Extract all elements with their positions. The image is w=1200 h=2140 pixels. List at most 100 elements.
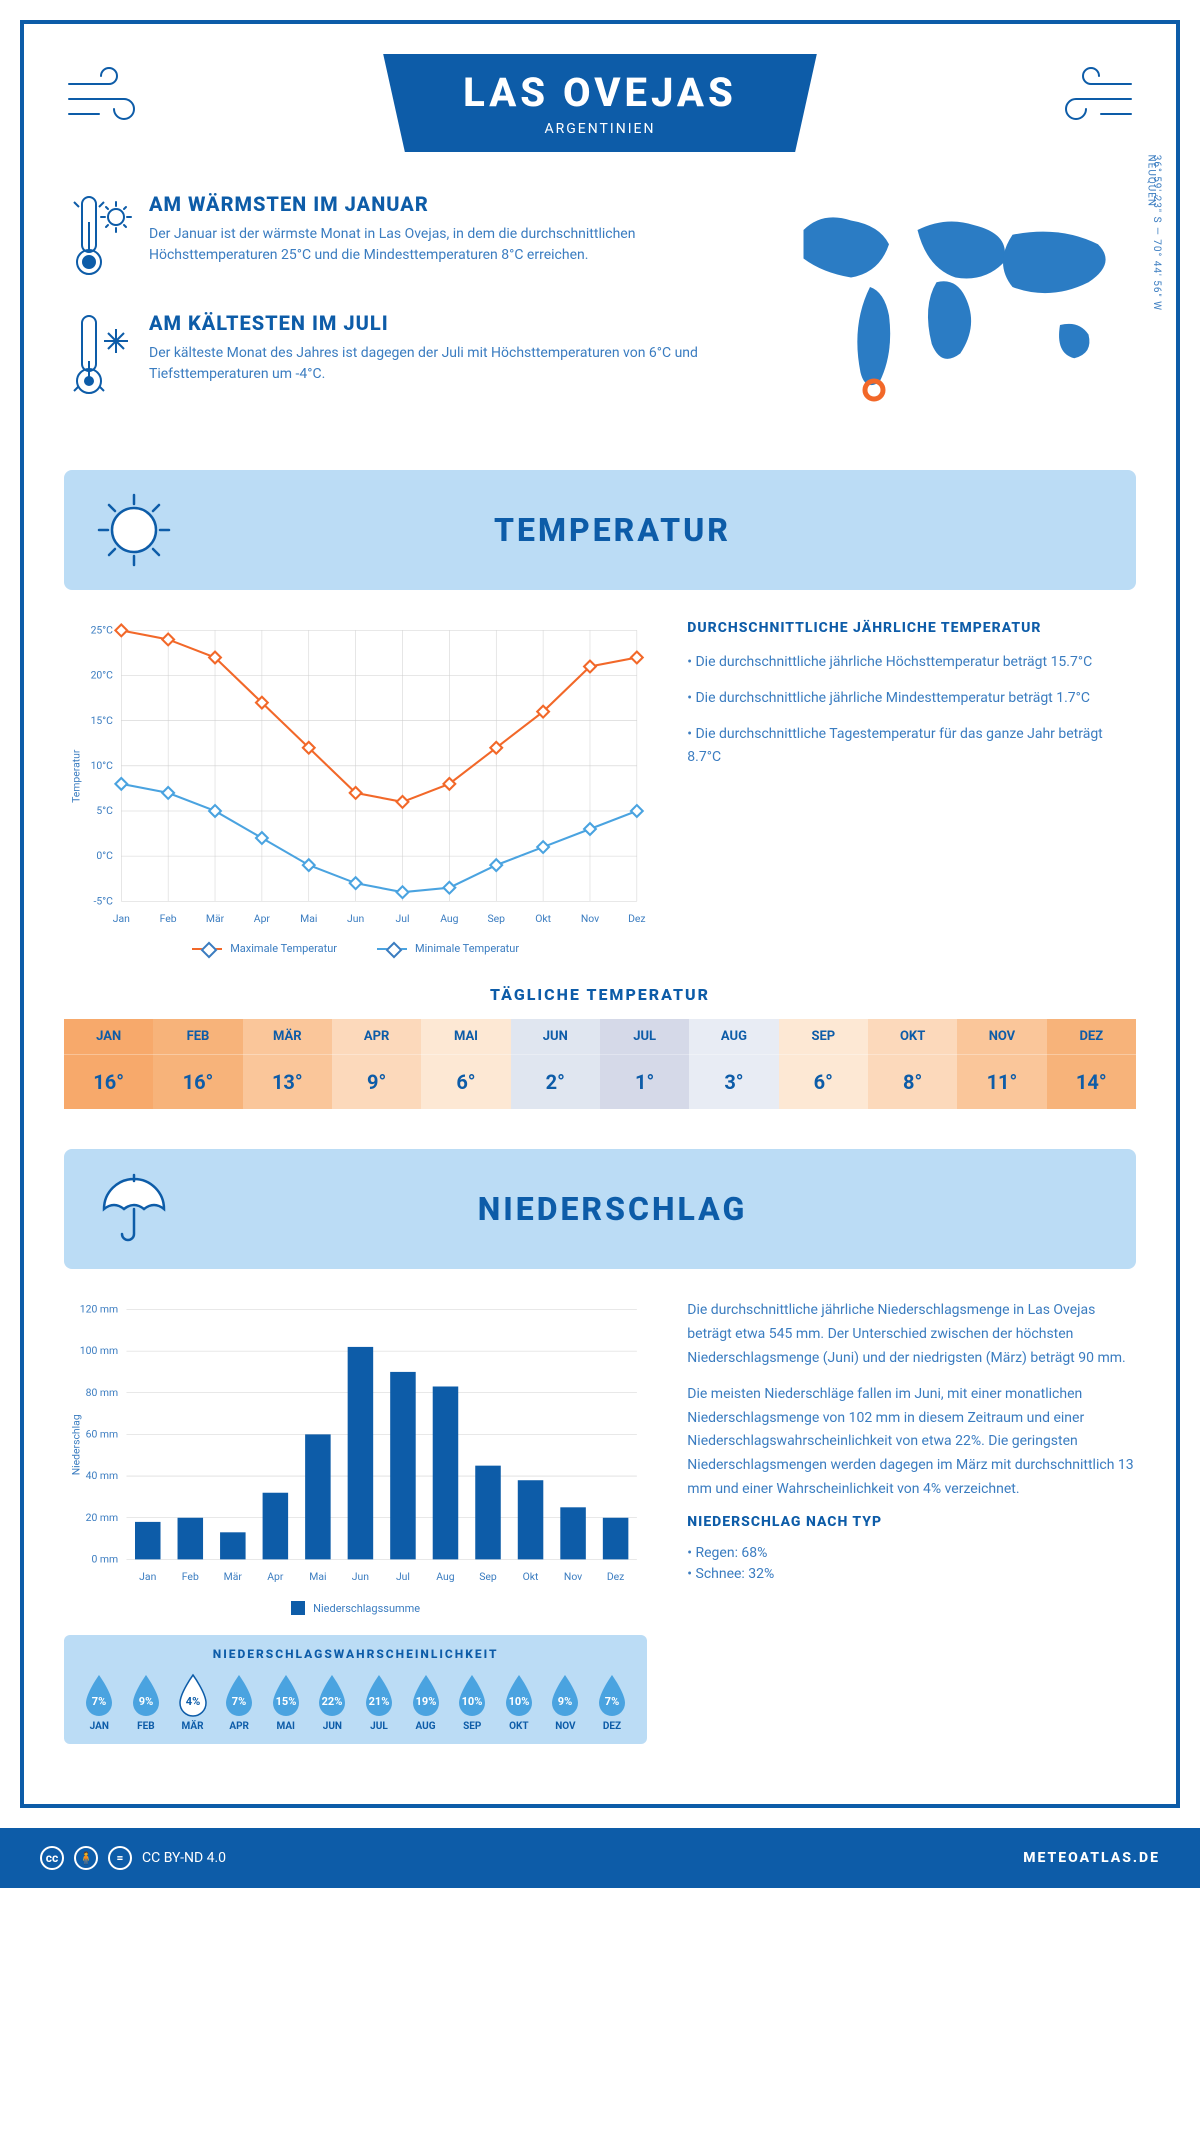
legend-item: Maximale Temperatur	[192, 942, 337, 955]
temp-bullet: • Die durchschnittliche jährliche Mindes…	[687, 687, 1136, 711]
warmest-block: AM WÄRMSTEN IM JANUAR Der Januar ist der…	[64, 192, 726, 286]
svg-text:22%: 22%	[322, 1695, 343, 1708]
temp-table-column: MAI6°	[421, 1019, 510, 1109]
precip-text-2: Die meisten Niederschläge fallen im Juni…	[687, 1383, 1136, 1502]
precip-type-item: Schnee: 32%	[687, 1566, 1136, 1582]
svg-text:Jul: Jul	[396, 1571, 410, 1584]
svg-text:Jun: Jun	[352, 1571, 369, 1584]
temp-bullet: • Die durchschnittliche jährliche Höchst…	[687, 651, 1136, 675]
svg-text:100 mm: 100 mm	[80, 1345, 118, 1358]
svg-text:Dez: Dez	[607, 1571, 625, 1584]
svg-text:80 mm: 80 mm	[86, 1386, 119, 1399]
temp-table-column: AUG3°	[689, 1019, 778, 1109]
svg-text:19%: 19%	[415, 1695, 436, 1708]
footer: cc 🧍 = CC BY-ND 4.0 METEOATLAS.DE	[0, 1828, 1200, 1888]
svg-text:7%: 7%	[92, 1695, 106, 1708]
probability-drop: 21%JUL	[356, 1673, 403, 1732]
probability-drop: 19%AUG	[402, 1673, 449, 1732]
precipitation-title: NIEDERSCHLAG	[119, 1190, 1106, 1228]
probability-drop: 7%JAN	[76, 1673, 123, 1732]
svg-text:9%: 9%	[139, 1695, 153, 1708]
svg-text:9%: 9%	[558, 1695, 572, 1708]
svg-text:15%: 15%	[275, 1695, 296, 1708]
coldest-text: Der kälteste Monat des Jahres ist dagege…	[149, 343, 726, 385]
svg-text:15°C: 15°C	[91, 714, 114, 727]
infographic-frame: LAS OVEJAS ARGENTINIEN AM WÄRMSTEN IM JA…	[20, 20, 1180, 1808]
probability-drop: 9%NOV	[542, 1673, 589, 1732]
svg-text:60 mm: 60 mm	[86, 1428, 119, 1441]
probability-drop: 15%MAI	[262, 1673, 309, 1732]
precip-text-1: Die durchschnittliche jährliche Niedersc…	[687, 1299, 1136, 1370]
cc-icon: cc	[40, 1846, 64, 1870]
svg-text:Temperatur: Temperatur	[70, 749, 83, 803]
probability-drop: 10%OKT	[495, 1673, 542, 1732]
svg-text:Jun: Jun	[347, 912, 364, 925]
country-subtitle: ARGENTINIEN	[463, 121, 737, 137]
svg-text:Nov: Nov	[581, 912, 599, 925]
temp-table-column: APR9°	[332, 1019, 421, 1109]
top-info-row: AM WÄRMSTEN IM JANUAR Der Januar ist der…	[64, 192, 1136, 430]
coldest-block: AM KÄLTESTEN IM JULI Der kälteste Monat …	[64, 311, 726, 405]
svg-text:Mai: Mai	[300, 912, 317, 925]
temp-table-column: JUL1°	[600, 1019, 689, 1109]
temperature-title: TEMPERATUR	[119, 511, 1106, 549]
svg-text:Jul: Jul	[395, 912, 409, 925]
svg-text:5°C: 5°C	[96, 804, 113, 817]
svg-text:Jan: Jan	[113, 912, 130, 925]
temperature-section-header: TEMPERATUR	[64, 470, 1136, 590]
daily-temperature-table: JAN16°FEB16°MÄR13°APR9°MAI6°JUN2°JUL1°AU…	[64, 1019, 1136, 1109]
temperature-line-chart: -5°C0°C5°C10°C15°C20°C25°CJanFebMärAprMa…	[64, 620, 647, 955]
svg-text:Apr: Apr	[254, 912, 271, 925]
precip-legend: Niederschlagssumme	[313, 1602, 420, 1615]
precipitation-probability-panel: NIEDERSCHLAGSWAHRSCHEINLICHKEIT 7%JAN9%F…	[64, 1635, 647, 1744]
precipitation-summary: Die durchschnittliche jährliche Niedersc…	[687, 1299, 1136, 1744]
precip-type-title: NIEDERSCHLAG NACH TYP	[687, 1514, 1136, 1530]
license-block: cc 🧍 = CC BY-ND 4.0	[40, 1846, 226, 1870]
temp-table-column: OKT8°	[868, 1019, 957, 1109]
svg-text:Aug: Aug	[436, 1571, 454, 1584]
svg-text:-5°C: -5°C	[94, 894, 114, 907]
probability-drop: 4%MÄR	[169, 1673, 216, 1732]
temp-table-column: MÄR13°	[243, 1019, 332, 1109]
svg-text:20°C: 20°C	[91, 669, 114, 682]
svg-text:20 mm: 20 mm	[86, 1511, 119, 1524]
probability-drop: 10%SEP	[449, 1673, 496, 1732]
coordinates-label: 36° 59' 23" S — 70° 44' 56" W	[1151, 155, 1162, 311]
probability-drop: 7%APR	[216, 1673, 263, 1732]
prob-title: NIEDERSCHLAGSWAHRSCHEINLICHKEIT	[76, 1647, 635, 1661]
wind-icon	[1036, 64, 1136, 128]
svg-text:Mär: Mär	[206, 912, 225, 925]
svg-text:10%: 10%	[508, 1695, 529, 1708]
svg-text:4%: 4%	[185, 1695, 199, 1708]
temp-table-column: DEZ14°	[1047, 1019, 1136, 1109]
svg-text:Okt: Okt	[535, 912, 551, 925]
title-banner: LAS OVEJAS ARGENTINIEN	[383, 54, 817, 152]
svg-text:Aug: Aug	[440, 912, 458, 925]
svg-text:Niederschlag: Niederschlag	[70, 1415, 83, 1476]
svg-text:21%: 21%	[369, 1695, 390, 1708]
license-text: CC BY-ND 4.0	[142, 1850, 226, 1866]
precip-type-item: Regen: 68%	[687, 1545, 1136, 1561]
thermometer-sun-icon	[64, 192, 134, 286]
svg-text:Sep: Sep	[487, 912, 505, 925]
svg-text:7%: 7%	[232, 1695, 246, 1708]
avg-temp-title: DURCHSCHNITTLICHE JÄHRLICHE TEMPERATUR	[687, 620, 1136, 636]
probability-drop: 7%DEZ	[589, 1673, 636, 1732]
daily-temp-title: TÄGLICHE TEMPERATUR	[64, 985, 1136, 1004]
svg-text:0°C: 0°C	[96, 849, 113, 862]
header: LAS OVEJAS ARGENTINIEN	[64, 54, 1136, 152]
svg-text:Mai: Mai	[309, 1571, 326, 1584]
svg-text:Feb: Feb	[160, 912, 177, 925]
svg-text:7%: 7%	[605, 1695, 619, 1708]
svg-text:10°C: 10°C	[91, 759, 114, 772]
svg-text:Feb: Feb	[182, 1571, 199, 1584]
temp-table-column: SEP6°	[779, 1019, 868, 1109]
nd-icon: =	[108, 1846, 132, 1870]
probability-drop: 9%FEB	[123, 1673, 170, 1732]
svg-text:Dez: Dez	[628, 912, 646, 925]
svg-text:120 mm: 120 mm	[80, 1303, 118, 1316]
thermometer-snow-icon	[64, 311, 134, 405]
svg-text:Okt: Okt	[523, 1571, 539, 1584]
svg-text:10%: 10%	[462, 1695, 483, 1708]
legend-item: Minimale Temperatur	[377, 942, 519, 955]
